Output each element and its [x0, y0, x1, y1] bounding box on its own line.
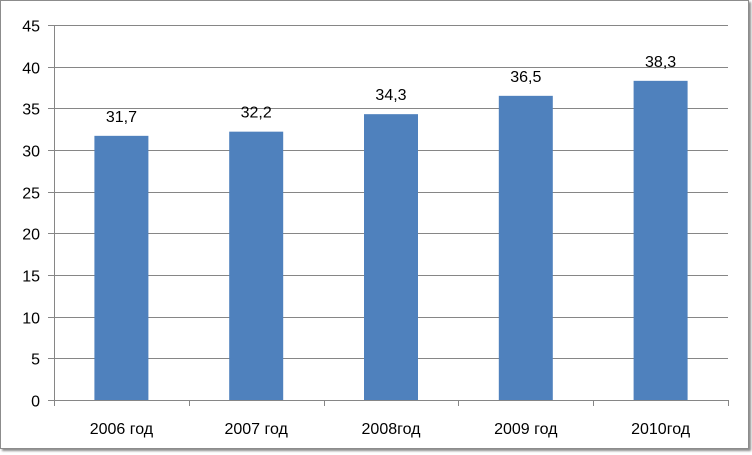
- data-label: 34,3: [375, 87, 406, 104]
- bars: [94, 81, 687, 400]
- x-tick-label: 2008год: [362, 421, 422, 438]
- x-tick-label: 2010год: [631, 421, 691, 438]
- y-tick-label: 25: [22, 186, 40, 203]
- y-tick-label: 15: [22, 269, 40, 286]
- y-tick-label: 0: [31, 394, 40, 411]
- bar: [499, 96, 553, 400]
- y-tick-label: 20: [22, 227, 40, 244]
- x-tick-label: 2007 год: [224, 421, 288, 438]
- y-tick-label: 5: [31, 352, 40, 369]
- bar: [94, 136, 148, 400]
- data-label: 36,5: [510, 69, 541, 86]
- x-tick-label: 2009 год: [494, 421, 558, 438]
- bar: [634, 81, 688, 400]
- y-tick-label: 40: [22, 61, 40, 78]
- y-tick-label: 30: [22, 144, 40, 161]
- data-label: 32,2: [241, 105, 272, 122]
- bar: [364, 114, 418, 400]
- x-tick-label: 2006 год: [90, 421, 154, 438]
- y-tick-label: 10: [22, 311, 40, 328]
- bar: [229, 132, 283, 400]
- y-tick-label: 35: [22, 102, 40, 119]
- data-label: 31,7: [106, 109, 137, 126]
- y-tick-label: 45: [22, 19, 40, 36]
- data-label: 38,3: [645, 54, 676, 71]
